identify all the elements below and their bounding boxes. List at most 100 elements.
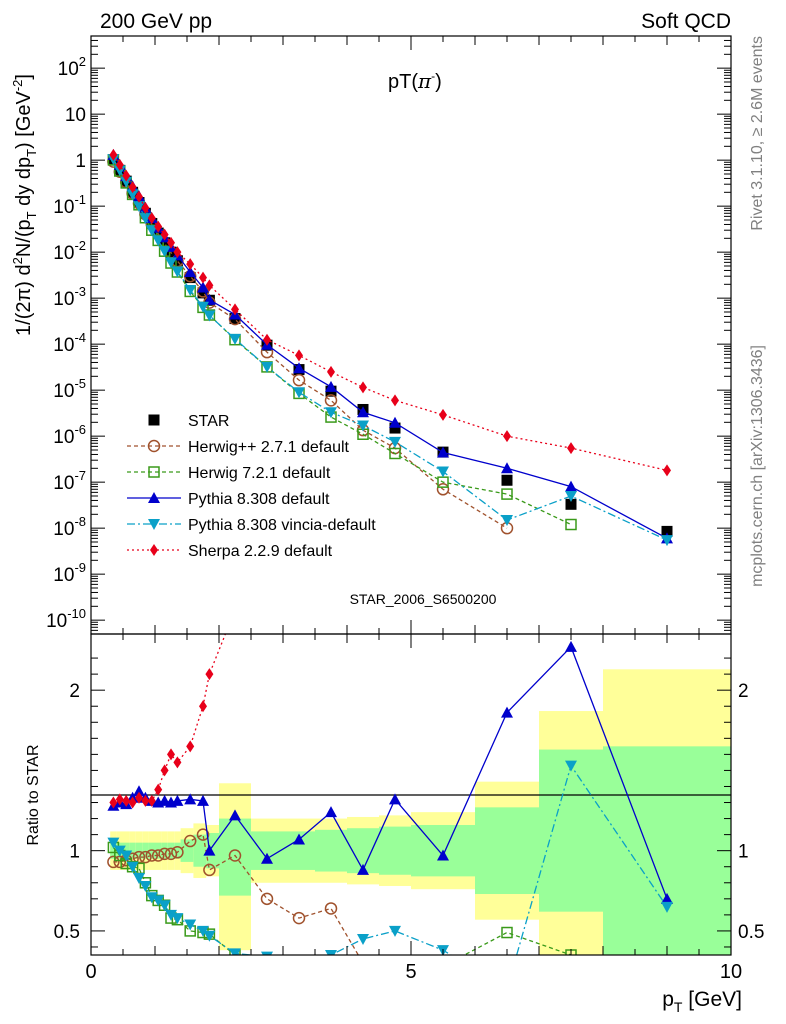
y-tick-label: 10	[65, 105, 86, 126]
ratio-point-3	[133, 785, 145, 797]
main-point-4	[165, 257, 177, 269]
watermark: STAR_2006_S6500200	[350, 591, 497, 607]
ratio-point-4	[145, 892, 158, 904]
y-tick-label: 10-8	[53, 514, 86, 540]
mcplots-label: mcplots.cern.ch [arXiv:1306.3436]	[749, 345, 766, 587]
ratio-point-1	[183, 834, 197, 848]
ratio-point-5	[359, 443, 367, 455]
main-point-0	[389, 422, 401, 434]
ratio-point-4	[565, 760, 577, 772]
band-green	[603, 746, 731, 955]
main-point-4	[152, 235, 165, 247]
ratio-point-4	[184, 919, 197, 931]
main-point-3	[184, 266, 197, 278]
ratio-point-2	[358, 961, 368, 971]
band-green	[129, 842, 136, 859]
ratio-point-4	[152, 895, 165, 907]
band-green	[539, 749, 603, 912]
main-point-0	[171, 255, 183, 267]
main-point-3	[293, 362, 305, 374]
band-green	[315, 829, 347, 872]
main-point-5	[167, 236, 175, 249]
ratio-point-1	[292, 911, 306, 925]
main-point-1	[324, 394, 338, 407]
band-green	[142, 842, 149, 859]
ratio-y-tick-label-right: 2	[738, 681, 749, 702]
ratio-point-2	[390, 961, 400, 971]
ratio-point-1	[151, 849, 165, 862]
main-point-5	[231, 303, 239, 316]
main-point-4	[261, 361, 273, 373]
y-tick-label: 102	[58, 54, 86, 80]
y-tick-label: 10-2	[53, 238, 86, 264]
xlabel: pT [GeV]	[662, 988, 742, 1015]
ratio-point-4	[325, 950, 337, 955]
ratio-point-1	[228, 849, 242, 862]
ratio-point-5	[503, 203, 511, 215]
y-tick-label: 10-3	[53, 284, 86, 310]
main-point-4	[203, 310, 216, 322]
x-tick-label: 5	[405, 961, 416, 983]
legend-label-0: STAR	[188, 413, 229, 430]
main-point-4	[120, 176, 133, 188]
main-point-4	[145, 225, 158, 237]
ratio-point-2	[326, 961, 336, 971]
ratio-point-5	[135, 791, 143, 804]
main-point-5	[109, 148, 118, 161]
axis-ticks: 0 5 10 10-10 10-9 10-8 10-7 10-6 10-5 10-4 10-3 10-…	[46, 35, 764, 983]
ratio-point-2	[501, 926, 513, 939]
main-point-1	[292, 373, 306, 387]
ratio-point-4	[113, 845, 126, 857]
ratio-point-3	[293, 833, 305, 845]
ratio-y-tick-label: 2	[69, 681, 80, 702]
main-point-3	[197, 281, 209, 293]
ratio-point-4	[293, 954, 305, 955]
main-point-1	[436, 483, 450, 496]
ratio-point-1	[358, 958, 369, 969]
band-green	[379, 826, 411, 875]
ratio-point-4	[133, 872, 145, 884]
main-line-4	[112, 158, 668, 541]
main-point-4	[501, 515, 513, 527]
ratio-point-3	[325, 806, 337, 818]
ratio-point-3	[661, 892, 673, 904]
ratio-point-1	[171, 846, 184, 859]
ratio-point-2	[294, 958, 304, 968]
ratio-point-5	[122, 794, 131, 807]
ratio-line-4	[112, 764, 668, 955]
ratio-point-3	[184, 793, 197, 805]
ratio-point-4	[126, 861, 139, 873]
ratio-point-5	[391, 363, 399, 375]
ratio-point-4	[389, 925, 401, 937]
main-point-0	[197, 287, 209, 299]
y-tick-label: 10-6	[53, 422, 86, 448]
main-point-5	[135, 190, 143, 203]
band-green	[161, 842, 168, 859]
ratio-series-layer	[107, 203, 673, 995]
legend-label-3: Pythia 8.308 default	[188, 491, 330, 508]
ratio-point-1	[196, 828, 210, 841]
ratio-point-1	[324, 902, 338, 915]
main-point-4	[158, 246, 171, 258]
ratio-point-3	[261, 852, 273, 864]
main-point-5	[122, 169, 131, 182]
ratio-point-5	[167, 748, 175, 761]
main-point-4	[126, 189, 139, 201]
ratio-point-4	[261, 951, 273, 955]
ratio-line-1	[113, 833, 360, 955]
ratio-point-3	[565, 640, 577, 652]
ratio-point-4	[501, 984, 513, 995]
main-point-5	[186, 258, 195, 271]
ratio-point-5	[109, 796, 118, 809]
ratio-point-4	[203, 930, 216, 942]
y-tick-label: 10-9	[53, 560, 86, 586]
ratio-point-5	[128, 796, 137, 809]
ratio-point-5	[173, 756, 182, 769]
main-point-3	[325, 380, 337, 392]
ratio-point-4	[158, 900, 171, 912]
main-ylabel: 1/(2π) d2N/(pT dy dpT) [GeV-2]	[10, 74, 39, 336]
main-point-5	[263, 333, 271, 346]
ratio-y-tick-label: 0.5	[54, 922, 80, 943]
main-point-5	[391, 394, 399, 407]
band-green	[167, 842, 175, 859]
